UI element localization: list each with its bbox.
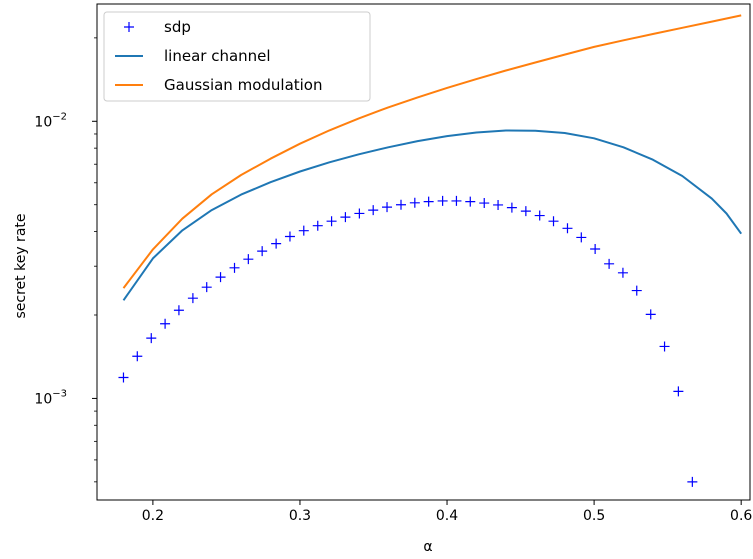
- x-tick-label: 0.4: [436, 508, 458, 524]
- sdp-marker: [659, 341, 670, 352]
- sdp-marker: [534, 210, 545, 221]
- sdp-marker: [673, 386, 684, 397]
- legend: sdp linear channel Gaussian modulation: [103, 11, 371, 102]
- legend-label: sdp: [164, 18, 191, 36]
- x-axis-ticks: 0.2 0.3 0.4 0.5 0.6: [142, 500, 752, 524]
- sdp-marker: [437, 195, 448, 206]
- sdp-marker: [382, 202, 393, 213]
- sdp-marker: [160, 318, 171, 329]
- sdp-marker: [257, 246, 268, 257]
- sdp-marker: [395, 199, 406, 210]
- legend-entry: Gaussian modulation: [115, 76, 323, 94]
- sdp-marker: [506, 202, 517, 213]
- sdp-marker: [215, 272, 226, 283]
- axes-frame: [96, 3, 751, 501]
- series-sdp: [118, 195, 698, 487]
- sdp-marker: [465, 196, 476, 207]
- sdp-marker: [631, 285, 642, 296]
- legend-box: [103, 11, 371, 102]
- x-tick-label: 0.5: [583, 508, 605, 524]
- sdp-marker: [409, 197, 420, 208]
- sdp-marker: [368, 205, 379, 216]
- sdp-marker: [576, 232, 587, 243]
- sdp-marker: [201, 282, 212, 293]
- x-tick-label: 0.6: [730, 508, 752, 524]
- legend-label: linear channel: [164, 47, 271, 65]
- sdp-marker: [326, 216, 337, 227]
- y-tick-label: 10−3: [34, 388, 67, 407]
- plot-area: 0.2 0.3 0.4 0.5 0.6 10−3 10−2: [34, 3, 752, 524]
- legend-label: Gaussian modulation: [164, 76, 323, 94]
- legend-entries: sdp linear channel Gaussian modulation: [115, 18, 323, 94]
- y-axis-label: secret key rate: [13, 214, 29, 319]
- sdp-marker: [243, 254, 254, 265]
- sdp-marker: [617, 267, 628, 278]
- series-line-linear-channel: [122, 129, 743, 301]
- series-line-gaussian-modulation: [122, 14, 742, 289]
- sdp-marker: [312, 220, 323, 231]
- sdp-marker: [298, 225, 309, 236]
- sdp-marker: [340, 212, 351, 223]
- series-layer: [118, 14, 743, 487]
- x-tick-label: 0.2: [142, 508, 164, 524]
- sdp-marker: [132, 351, 143, 362]
- legend-entry: sdp: [124, 18, 191, 36]
- sdp-marker: [548, 216, 559, 227]
- sdp-marker: [562, 223, 573, 234]
- sdp-marker: [423, 196, 434, 207]
- sdp-marker: [479, 198, 490, 209]
- y-axis-ticks: 10−3 10−2: [34, 37, 97, 483]
- sdp-marker: [118, 372, 129, 383]
- legend-marker-swatch: [124, 22, 134, 32]
- sdp-marker: [645, 309, 656, 320]
- legend-entry: linear channel: [115, 47, 271, 65]
- x-axis-label: α: [423, 539, 432, 555]
- sdp-marker: [229, 262, 240, 273]
- sdp-marker: [284, 231, 295, 242]
- sdp-marker: [451, 195, 462, 206]
- sdp-marker: [604, 258, 615, 269]
- sdp-marker: [271, 238, 282, 249]
- sdp-marker: [590, 244, 601, 255]
- sdp-marker: [520, 206, 531, 217]
- sdp-marker: [187, 293, 198, 304]
- y-tick-label: 10−2: [34, 111, 67, 130]
- sdp-marker: [173, 305, 184, 316]
- sdp-marker: [687, 476, 698, 487]
- x-tick-label: 0.3: [289, 508, 311, 524]
- sdp-marker: [493, 199, 504, 210]
- sdp-marker: [146, 333, 157, 344]
- sdp-marker: [354, 208, 365, 219]
